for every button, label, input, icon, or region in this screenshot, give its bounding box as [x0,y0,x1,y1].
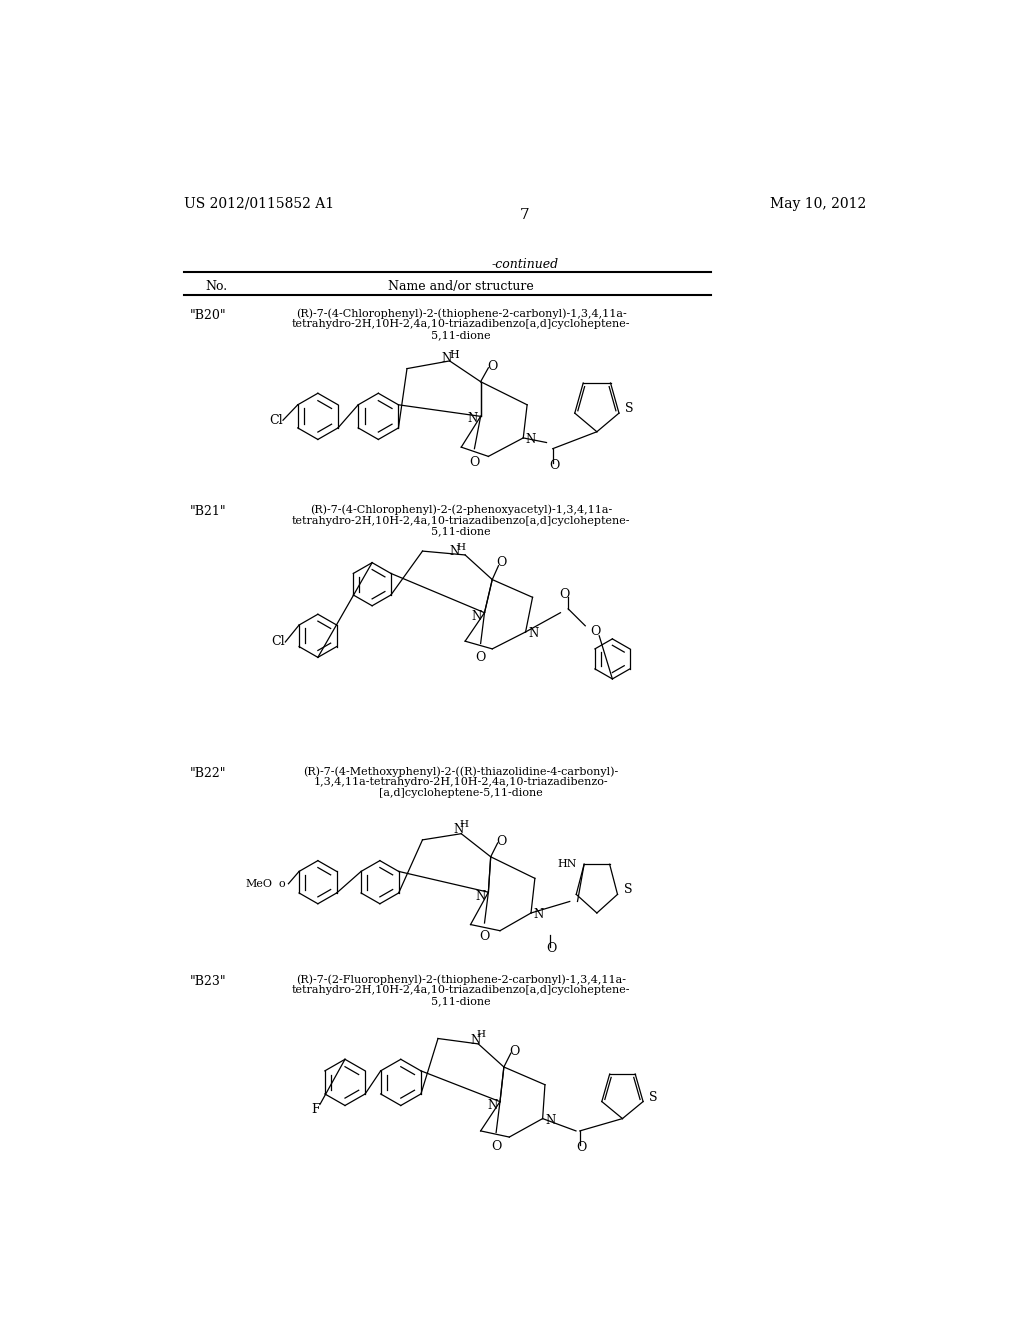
Text: Cl: Cl [271,635,285,648]
Text: (R)-7-(4-Chlorophenyl)-2-(thiophene-2-carbonyl)-1,3,4,11a-: (R)-7-(4-Chlorophenyl)-2-(thiophene-2-ca… [296,309,627,319]
Text: N: N [526,433,537,446]
Text: O: O [469,455,479,469]
Text: Cl: Cl [269,413,283,426]
Text: "B22": "B22" [190,767,226,780]
Text: O: O [510,1045,520,1059]
Text: (R)-7-(4-Chlorophenyl)-2-(2-phenoxyacetyl)-1,3,4,11a-: (R)-7-(4-Chlorophenyl)-2-(2-phenoxyacety… [310,506,612,516]
Text: N: N [528,627,539,640]
Text: O: O [475,651,485,664]
Text: O: O [547,942,557,954]
Text: 1,3,4,11a-tetrahydro-2H,10H-2,4a,10-triazadibenzo-: 1,3,4,11a-tetrahydro-2H,10H-2,4a,10-tria… [314,777,608,788]
Text: O: O [497,834,507,847]
Text: May 10, 2012: May 10, 2012 [770,197,866,211]
Text: tetrahydro-2H,10H-2,4a,10-triazadibenzo[a,d]cycloheptene-: tetrahydro-2H,10H-2,4a,10-triazadibenzo[… [292,516,631,525]
Text: N: N [470,1034,480,1047]
Text: "B23": "B23" [190,974,226,987]
Text: -continued: -continued [492,259,558,272]
Text: 5,11-dione: 5,11-dione [431,997,492,1006]
Text: (R)-7-(4-Methoxyphenyl)-2-((R)-thiazolidine-4-carbonyl)-: (R)-7-(4-Methoxyphenyl)-2-((R)-thiazolid… [304,767,618,777]
Text: MeO: MeO [246,879,273,888]
Text: O: O [487,360,498,372]
Text: H: H [460,820,469,829]
Text: H: H [456,543,465,552]
Text: O: O [577,1142,587,1155]
Text: O: O [479,931,489,944]
Text: US 2012/0115852 A1: US 2012/0115852 A1 [183,197,334,211]
Text: O: O [549,459,559,473]
Text: N: N [441,352,452,366]
Text: N: N [468,412,478,425]
Text: N: N [487,1100,498,1111]
Text: N: N [472,610,482,623]
Text: S: S [649,1092,657,1105]
Text: O: O [590,626,600,639]
Text: F: F [311,1102,319,1115]
Text: No.: No. [206,280,227,293]
Text: 5,11-dione: 5,11-dione [431,527,492,536]
Text: tetrahydro-2H,10H-2,4a,10-triazadibenzo[a,d]cycloheptene-: tetrahydro-2H,10H-2,4a,10-triazadibenzo[… [292,319,631,329]
Text: H: H [477,1030,486,1039]
Text: N: N [450,545,460,558]
Text: tetrahydro-2H,10H-2,4a,10-triazadibenzo[a,d]cycloheptene-: tetrahydro-2H,10H-2,4a,10-triazadibenzo[… [292,985,631,995]
Text: N: N [534,908,544,921]
Text: (R)-7-(2-Fluorophenyl)-2-(thiophene-2-carbonyl)-1,3,4,11a-: (R)-7-(2-Fluorophenyl)-2-(thiophene-2-ca… [296,974,627,985]
Text: N: N [475,890,485,903]
Text: Name and/or structure: Name and/or structure [388,280,535,293]
Text: S: S [626,403,634,416]
Text: 5,11-dione: 5,11-dione [431,330,492,341]
Text: O: O [497,556,507,569]
Text: H: H [450,350,459,360]
Text: N: N [545,1114,555,1127]
Text: O: O [490,1139,502,1152]
Text: 7: 7 [520,209,529,223]
Text: HN: HN [558,859,578,870]
Text: o: o [279,879,285,888]
Text: O: O [559,589,569,602]
Text: N: N [453,824,463,837]
Text: [a,d]cycloheptene-5,11-dione: [a,d]cycloheptene-5,11-dione [379,788,543,799]
Text: "B21": "B21" [190,506,226,517]
Text: S: S [624,883,632,896]
Text: "B20": "B20" [190,309,226,322]
